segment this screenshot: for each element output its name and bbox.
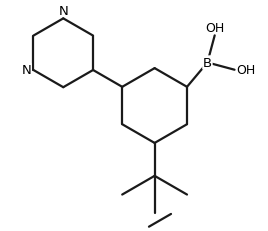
- Text: N: N: [58, 4, 68, 17]
- Text: B: B: [203, 57, 212, 70]
- Text: N: N: [22, 64, 32, 77]
- Text: OH: OH: [236, 64, 256, 77]
- Text: OH: OH: [205, 22, 224, 35]
